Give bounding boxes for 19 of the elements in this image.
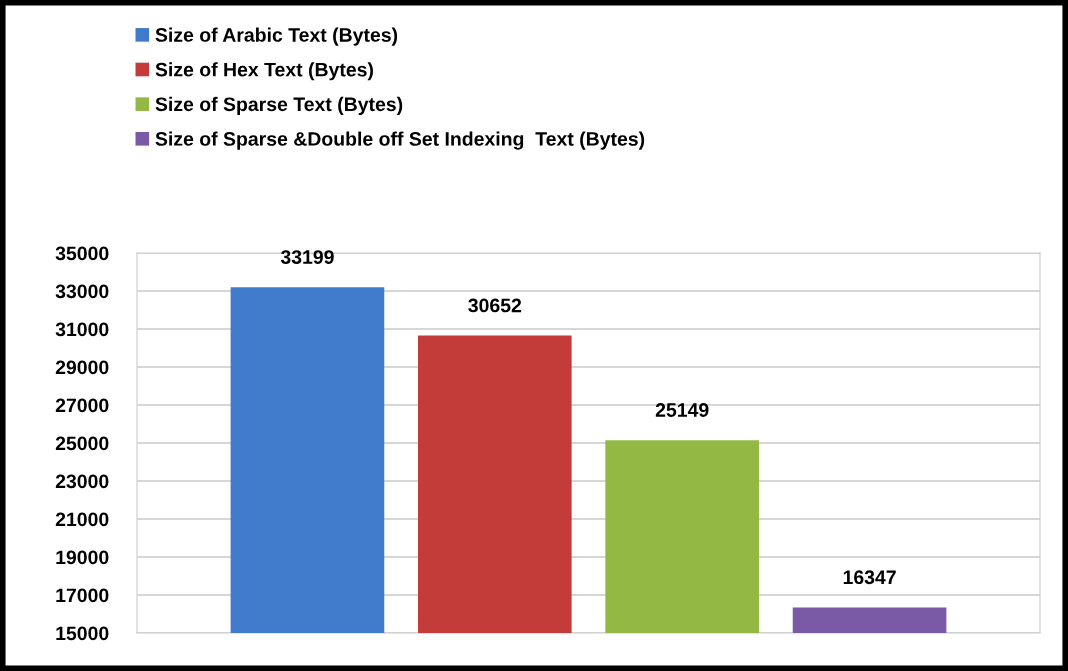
data-label: 25149 bbox=[655, 403, 709, 417]
y-tick-label: 25000 bbox=[55, 436, 109, 451]
data-label: 30652 bbox=[468, 298, 522, 313]
y-tick-label: 27000 bbox=[55, 398, 109, 413]
y-tick-label: 29000 bbox=[55, 360, 109, 375]
legend-label: Size of Sparse &Double off Set Indexing Text (Bytes) bbox=[155, 131, 645, 150]
y-tick-label: 21000 bbox=[55, 512, 109, 527]
y-tick-label: 31000 bbox=[55, 322, 109, 337]
legend-label: Size of Hex Text (Bytes) bbox=[155, 62, 373, 81]
data-label: 16347 bbox=[843, 570, 896, 585]
y-tick-label: 23000 bbox=[55, 474, 109, 489]
y-tick-label: 19000 bbox=[56, 550, 109, 565]
y-tick-label: 33000 bbox=[55, 284, 109, 299]
y-tick-label: 15000 bbox=[56, 626, 109, 641]
y-tick-label: 35000 bbox=[55, 246, 109, 261]
legend-label: Size of Sparse Text (Bytes) bbox=[155, 96, 403, 115]
legend-label: Size of Arabic Text (Bytes) bbox=[155, 27, 398, 46]
y-tick-label: 17000 bbox=[56, 588, 109, 603]
data-label: 33199 bbox=[280, 250, 334, 264]
